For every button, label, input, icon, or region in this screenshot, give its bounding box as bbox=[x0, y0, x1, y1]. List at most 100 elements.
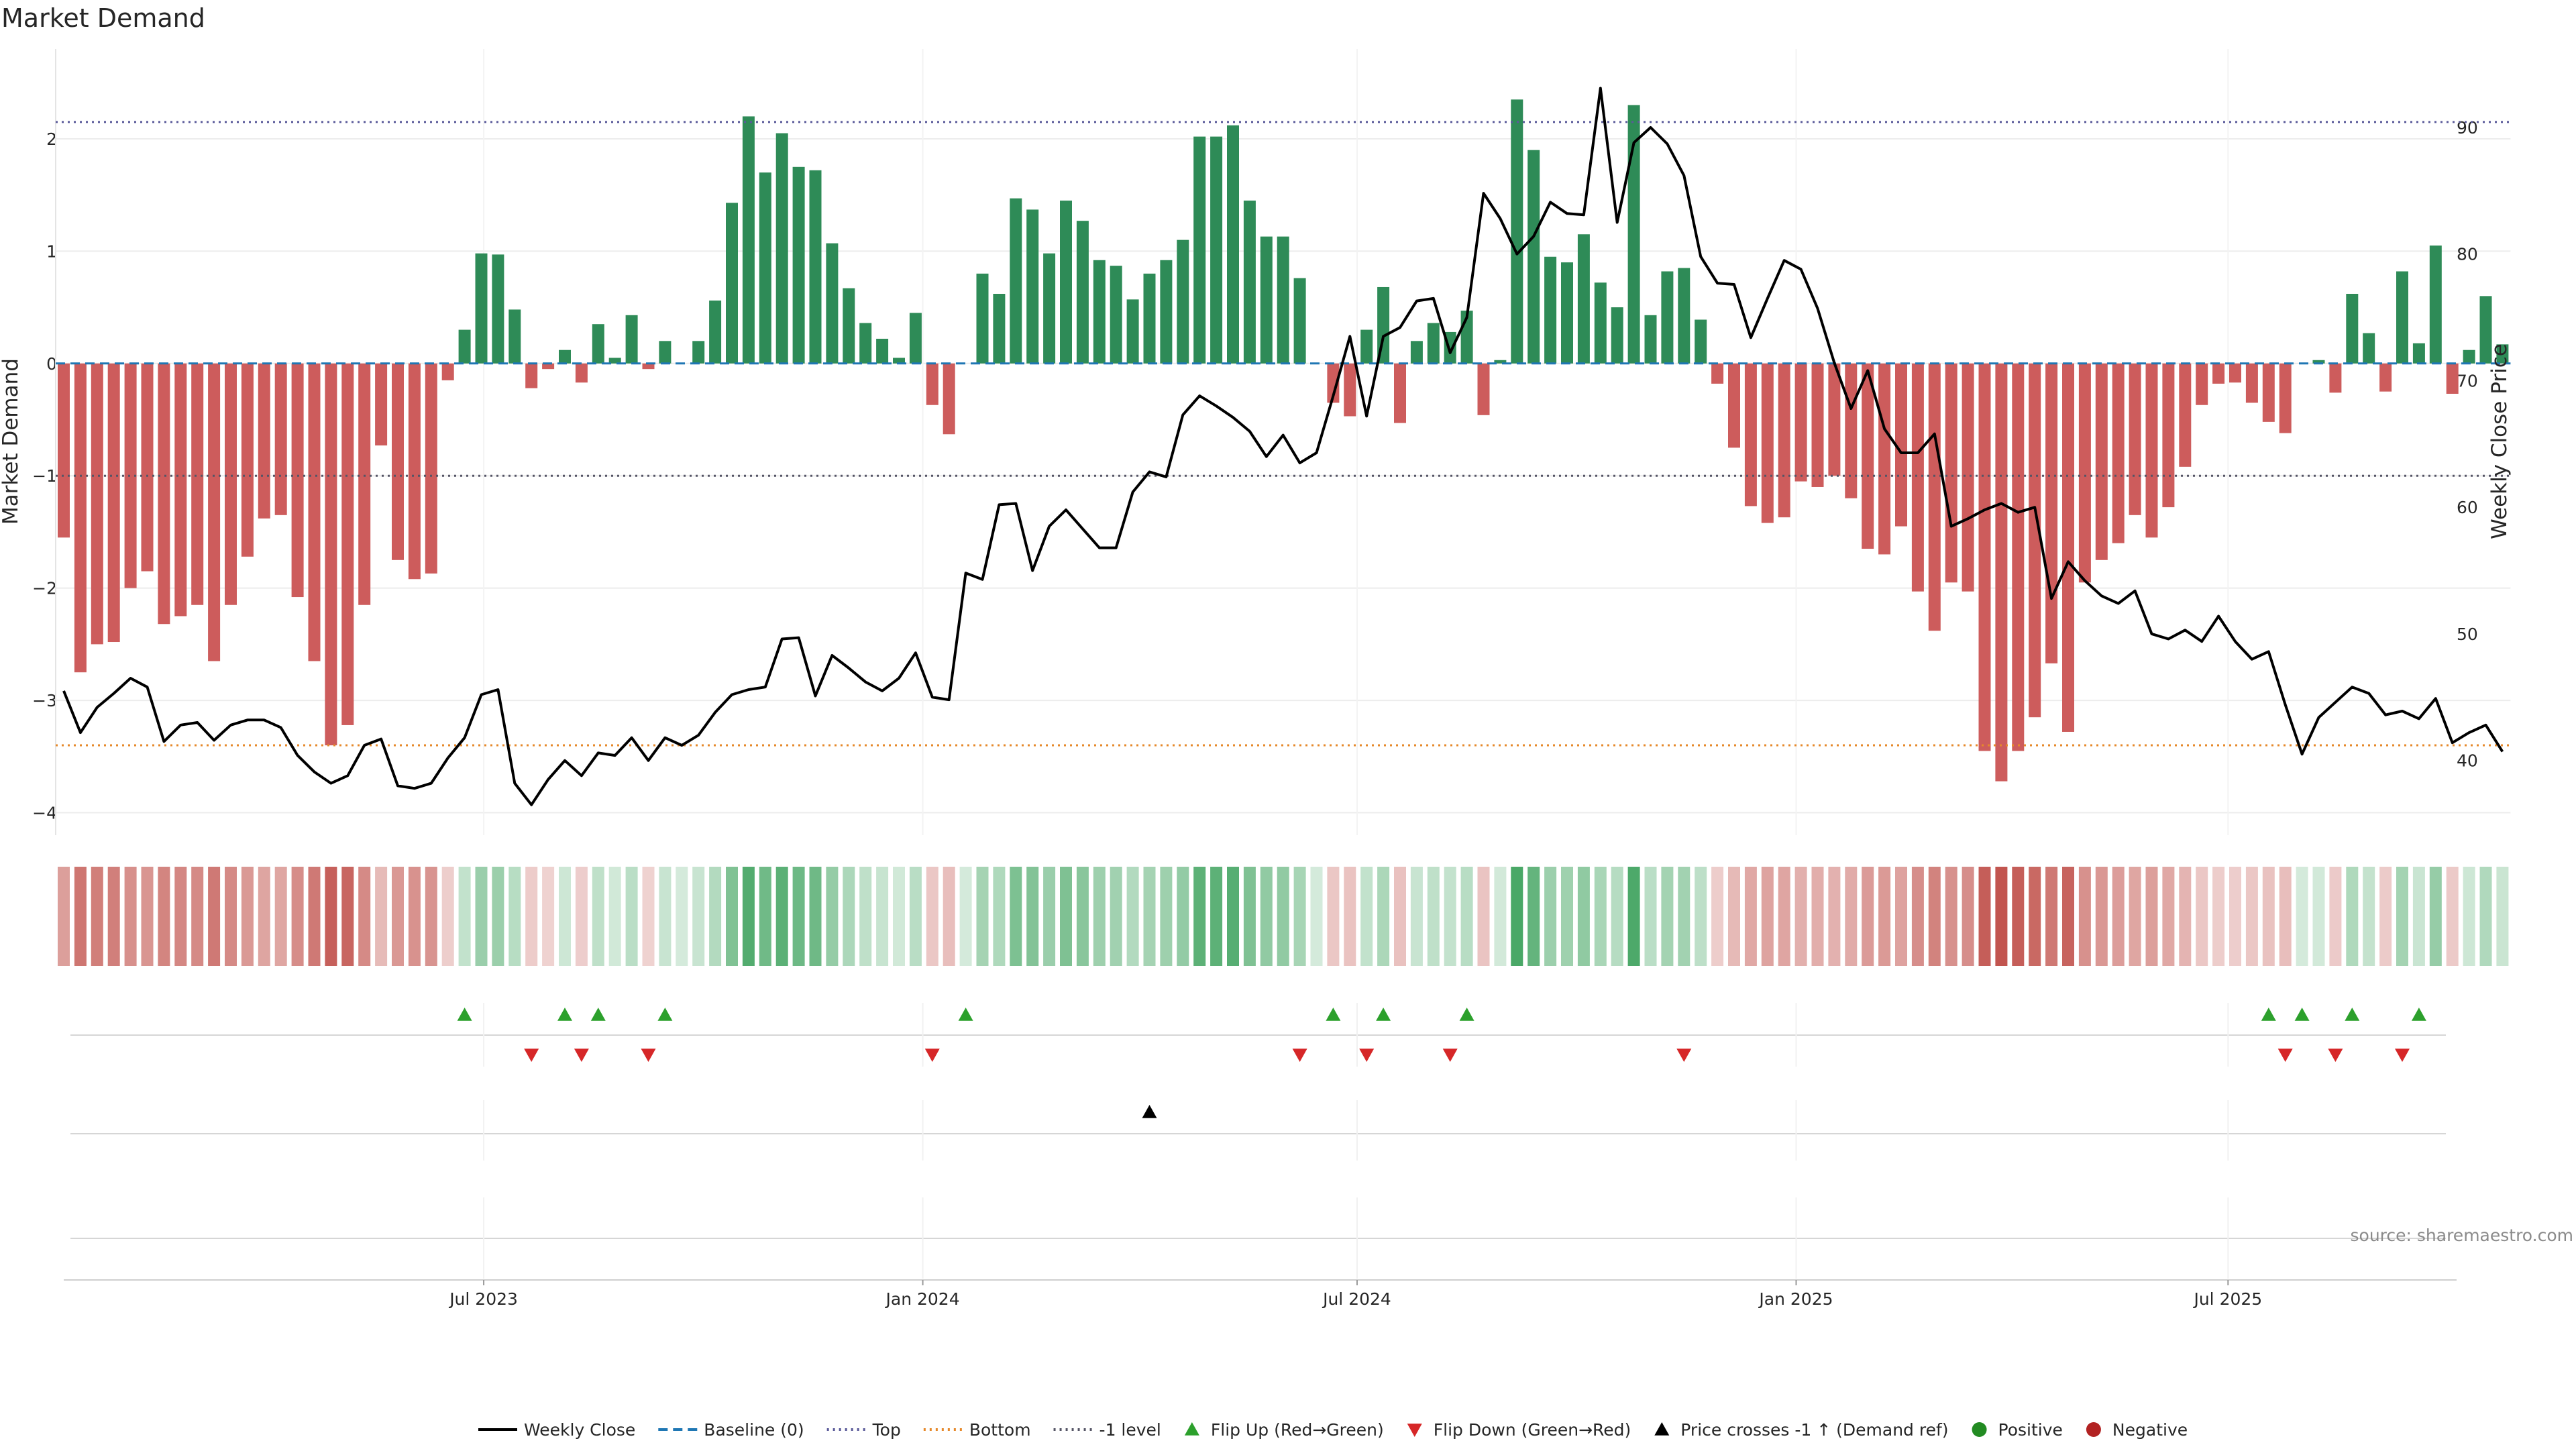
demand-bar bbox=[2162, 363, 2175, 508]
demand-heat-cell bbox=[458, 867, 471, 966]
flip-down-marker bbox=[524, 1049, 539, 1062]
demand-heat-cell bbox=[876, 867, 889, 966]
demand-heat-cell bbox=[1344, 867, 1356, 966]
demand-heat-cell bbox=[191, 867, 204, 966]
demand-heat-strip bbox=[58, 867, 2509, 966]
demand-heat-cell bbox=[2363, 867, 2375, 966]
demand-bar bbox=[1126, 299, 1139, 364]
demand-heat-cell bbox=[1995, 867, 2008, 966]
demand-bar bbox=[2279, 363, 2292, 433]
demand-heat-cell bbox=[826, 867, 839, 966]
demand-bar bbox=[1695, 319, 1707, 364]
legend-label: Price crosses -1 ↑ (Demand ref) bbox=[1680, 1420, 1948, 1440]
demand-heat-cell bbox=[659, 867, 672, 966]
demand-bar bbox=[1293, 278, 1306, 364]
demand-bar bbox=[2346, 293, 2359, 364]
legend-label: Negative bbox=[2112, 1420, 2188, 1440]
demand-bar bbox=[926, 363, 938, 405]
demand-bar bbox=[1427, 323, 1440, 364]
demand-heat-cell bbox=[2279, 867, 2292, 966]
demand-heat-cell bbox=[676, 867, 688, 966]
flip-up-marker bbox=[2411, 1008, 2426, 1021]
demand-bar bbox=[2396, 271, 2408, 364]
demand-heat-cell bbox=[2045, 867, 2058, 966]
legend-item: Weekly Close bbox=[478, 1420, 635, 1440]
demand-heat-cell bbox=[943, 867, 955, 966]
x-tick-label: Jan 2025 bbox=[1758, 1289, 1833, 1309]
y-left-tick-label: 0 bbox=[46, 354, 57, 374]
flip-up-marker bbox=[657, 1008, 673, 1021]
demand-bar bbox=[458, 329, 471, 364]
demand-heat-cell bbox=[2012, 867, 2025, 966]
demand-heat-cell bbox=[2112, 867, 2125, 966]
demand-bar bbox=[1878, 363, 1891, 555]
demand-bar bbox=[1026, 209, 1039, 364]
demand-heat-cell bbox=[1928, 867, 1941, 966]
demand-heat-cell bbox=[1410, 867, 1423, 966]
demand-heat-cell bbox=[709, 867, 722, 966]
demand-bar bbox=[1895, 363, 1907, 527]
demand-heat-cell bbox=[2412, 867, 2425, 966]
demand-bar bbox=[1811, 363, 1824, 487]
demand-heat-cell bbox=[2062, 867, 2074, 966]
demand-bar bbox=[208, 363, 221, 661]
demand-bar bbox=[191, 363, 204, 605]
flip-down-marker bbox=[2328, 1049, 2343, 1062]
demand-bar bbox=[2412, 343, 2425, 364]
y-right-tick-label: 70 bbox=[2457, 371, 2478, 390]
demand-bar bbox=[1978, 363, 1991, 751]
demand-bar bbox=[2129, 363, 2141, 515]
demand-heat-cell bbox=[1143, 867, 1156, 966]
flip-down-marker bbox=[574, 1049, 589, 1062]
demand-heat-cell bbox=[2329, 867, 2342, 966]
flip-up-marker bbox=[457, 1008, 472, 1021]
demand-heat-cell bbox=[1494, 867, 1507, 966]
demand-bar bbox=[1845, 363, 1858, 498]
demand-heat-cell bbox=[959, 867, 972, 966]
demand-bar bbox=[2229, 363, 2241, 383]
demand-bar bbox=[542, 363, 555, 370]
demand-bar bbox=[2312, 360, 2325, 364]
demand-heat-cell bbox=[2496, 867, 2509, 966]
legend-label: Flip Up (Red→Green) bbox=[1211, 1420, 1384, 1440]
demand-heat-cell bbox=[2162, 867, 2175, 966]
demand-heat-cell bbox=[1427, 867, 1440, 966]
demand-bar bbox=[174, 363, 187, 616]
demand-heat-cell bbox=[993, 867, 1006, 966]
legend-item: Baseline (0) bbox=[658, 1420, 804, 1440]
demand-heat-cell bbox=[2179, 867, 2192, 966]
demand-heat-cell bbox=[58, 867, 70, 966]
legend-item: Price crosses -1 ↑ (Demand ref) bbox=[1654, 1420, 1949, 1440]
demand-bar bbox=[893, 358, 905, 364]
demand-bar bbox=[1243, 201, 1256, 364]
legend-label: Weekly Close bbox=[524, 1420, 635, 1440]
demand-bar bbox=[1527, 150, 1540, 364]
x-tick-label: Jan 2024 bbox=[885, 1289, 960, 1309]
demand-heat-cell bbox=[1460, 867, 1473, 966]
demand-heat-cell bbox=[1644, 867, 1657, 966]
demand-heat-cell bbox=[1828, 867, 1841, 966]
demand-bar bbox=[2496, 344, 2509, 364]
demand-heat-cell bbox=[2212, 867, 2225, 966]
legend-swatch-cross bbox=[1654, 1422, 1670, 1436]
demand-bar bbox=[441, 363, 454, 380]
demand-bar bbox=[2062, 363, 2074, 732]
demand-heat-cell bbox=[2446, 867, 2459, 966]
demand-bar bbox=[1627, 105, 1640, 364]
demand-heat-cell bbox=[1744, 867, 1757, 966]
demand-heat-cell bbox=[1978, 867, 1991, 966]
demand-bar bbox=[325, 363, 337, 746]
demand-heat-cell bbox=[1577, 867, 1590, 966]
flip-up-marker bbox=[958, 1008, 973, 1021]
demand-heat-cell bbox=[1193, 867, 1206, 966]
demand-heat-cell bbox=[291, 867, 304, 966]
demand-bar bbox=[258, 363, 270, 519]
demand-heat-cell bbox=[1310, 867, 1323, 966]
demand-bar bbox=[775, 133, 788, 364]
demand-bar bbox=[2179, 363, 2192, 467]
demand-heat-cell bbox=[525, 867, 538, 966]
demand-heat-cell bbox=[642, 867, 655, 966]
demand-heat-cell bbox=[2145, 867, 2158, 966]
